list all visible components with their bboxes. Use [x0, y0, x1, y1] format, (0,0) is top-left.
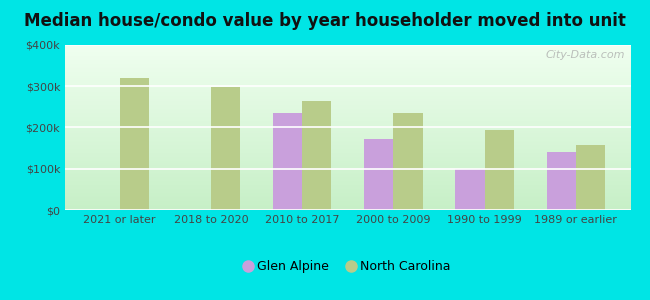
Text: Median house/condo value by year householder moved into unit: Median house/condo value by year househo…: [24, 12, 626, 30]
Text: City-Data.com: City-Data.com: [545, 50, 625, 60]
Bar: [456, 169, 484, 210]
Bar: [120, 78, 149, 210]
Bar: [364, 139, 393, 210]
Bar: [273, 113, 302, 210]
Bar: [211, 87, 240, 210]
Legend: Glen Alpine, North Carolina: Glen Alpine, North Carolina: [244, 260, 451, 273]
Bar: [393, 113, 422, 210]
Bar: [576, 145, 605, 210]
Bar: [484, 130, 514, 210]
Bar: [302, 101, 332, 210]
Bar: [547, 152, 576, 210]
